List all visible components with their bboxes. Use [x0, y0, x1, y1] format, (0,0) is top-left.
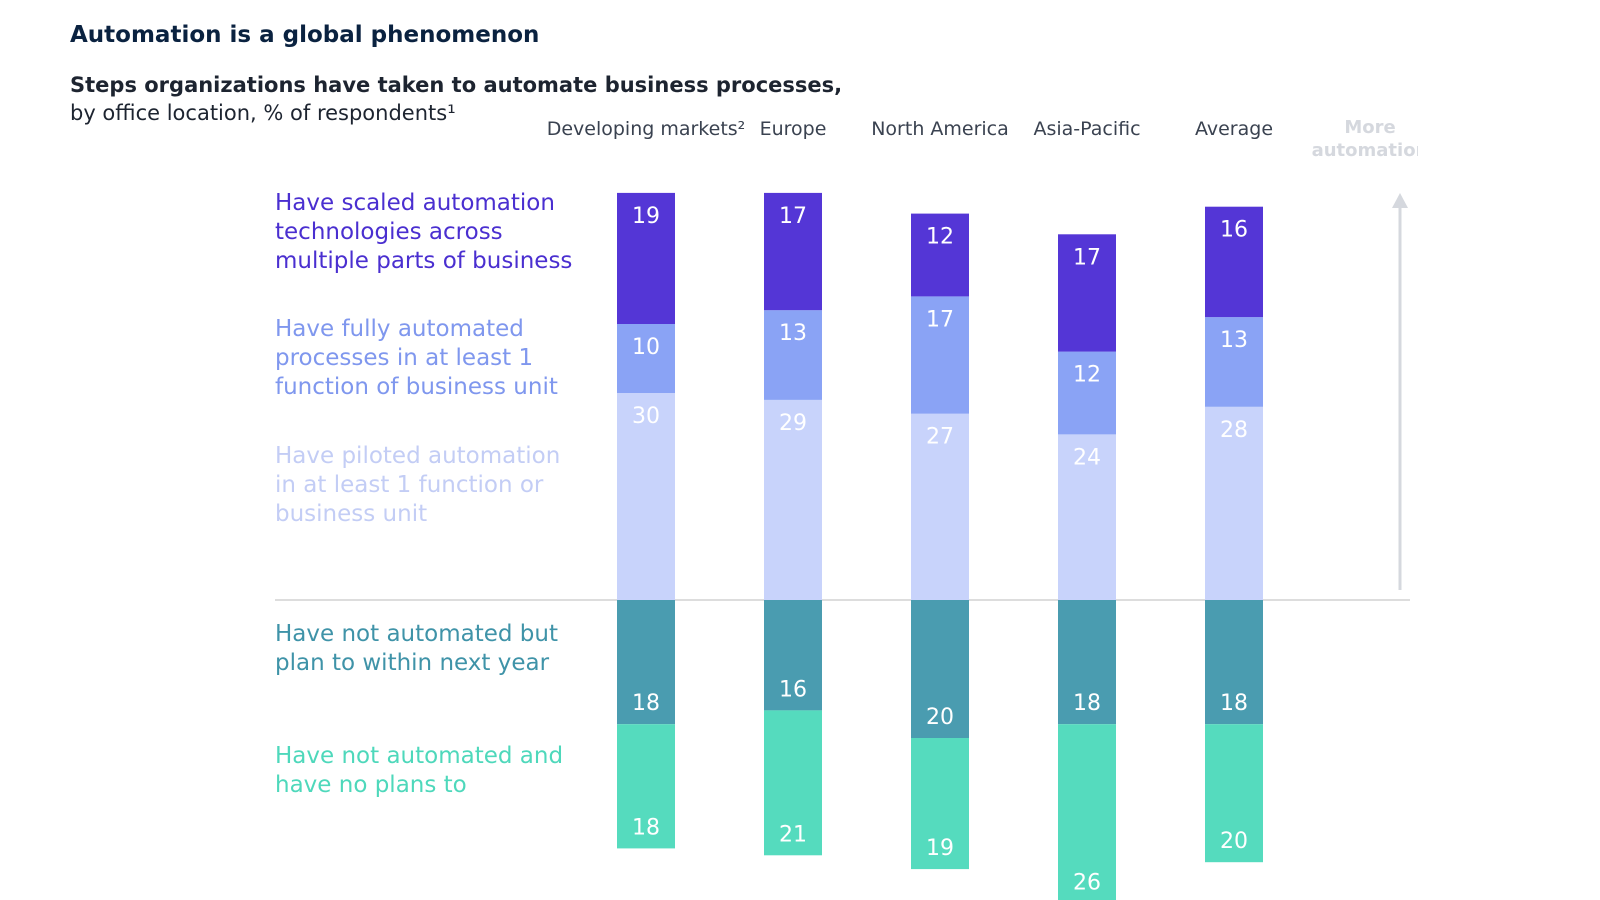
- value-label-fully-north-america: 17: [926, 307, 954, 332]
- value-label-piloted-europe: 29: [779, 411, 807, 436]
- value-label-scaled-developing-markets: 19: [632, 204, 660, 229]
- value-label-plan-asia-pacific: 18: [1073, 691, 1101, 716]
- value-label-piloted-asia-pacific: 24: [1073, 445, 1101, 470]
- bar-plan-north-america: [911, 600, 969, 738]
- bar-scaled-europe: [764, 192, 822, 311]
- value-label-fully-developing-markets: 10: [632, 335, 660, 360]
- value-label-piloted-average: 28: [1220, 418, 1248, 443]
- value-label-noplans-average: 20: [1220, 829, 1248, 854]
- value-label-plan-north-america: 20: [926, 705, 954, 730]
- bar-plan-developing-markets: [617, 600, 675, 725]
- bar-piloted-developing-markets: [617, 393, 675, 600]
- value-label-plan-average: 18: [1220, 691, 1248, 716]
- bar-scaled-north-america: [911, 213, 969, 297]
- bar-scaled-average: [1205, 206, 1263, 318]
- series-label-scaled: Have scaled automation technologies acros…: [275, 190, 572, 274]
- value-label-fully-asia-pacific: 12: [1073, 363, 1101, 388]
- value-label-noplans-asia-pacific: 26: [1073, 871, 1101, 896]
- bar-fully-north-america: [911, 296, 969, 414]
- value-label-scaled-asia-pacific: 17: [1073, 245, 1101, 270]
- series-label-plan: Have not automated but plan to within nex…: [275, 621, 558, 676]
- value-label-fully-europe: 13: [779, 321, 807, 346]
- bar-fully-average: [1205, 317, 1263, 407]
- value-label-piloted-developing-markets: 30: [632, 404, 660, 429]
- value-label-noplans-developing-markets: 18: [632, 815, 660, 840]
- value-label-piloted-north-america: 27: [926, 425, 954, 450]
- more-automation-text: More automation: [1312, 117, 1429, 161]
- chart-subtitle: Steps organizations have taken to automa…: [70, 71, 842, 127]
- bar-piloted-europe: [764, 399, 822, 600]
- bar-fully-europe: [764, 310, 822, 400]
- bar-fully-developing-markets: [617, 324, 675, 393]
- chart-title: Automation is a global phenomenon: [70, 22, 540, 48]
- bar-plan-average: [1205, 600, 1263, 725]
- value-label-plan-europe: 16: [779, 677, 807, 702]
- subtitle-line-2: by office location, % of respondents¹: [70, 101, 456, 125]
- subtitle-line-1: Steps organizations have taken to automa…: [70, 73, 843, 97]
- value-label-scaled-north-america: 12: [926, 225, 954, 250]
- category-label-developing-markets: Developing markets²: [547, 118, 746, 140]
- value-label-scaled-average: 16: [1220, 218, 1248, 243]
- bar-scaled-developing-markets: [617, 192, 675, 324]
- value-label-fully-average: 13: [1220, 328, 1248, 353]
- value-label-noplans-europe: 21: [779, 822, 807, 847]
- bar-fully-asia-pacific: [1058, 351, 1116, 435]
- bar-noplans-north-america: [911, 738, 969, 870]
- bar-noplans-asia-pacific: [1058, 724, 1116, 900]
- series-label-fully: Have fully automated processes in at leas…: [275, 316, 558, 400]
- bar-piloted-average: [1205, 406, 1263, 600]
- category-label-average: Average: [1195, 118, 1273, 140]
- arrow-up-icon: [1392, 193, 1408, 208]
- category-label-north-america: North America: [871, 118, 1009, 140]
- bar-plan-europe: [764, 600, 822, 711]
- bar-piloted-asia-pacific: [1058, 434, 1116, 600]
- bar-scaled-asia-pacific: [1058, 234, 1116, 352]
- category-label-asia-pacific: Asia-Pacific: [1033, 118, 1140, 140]
- bar-piloted-north-america: [911, 413, 969, 600]
- bar-noplans-average: [1205, 724, 1263, 863]
- value-label-scaled-europe: 17: [779, 204, 807, 229]
- bar-noplans-europe: [764, 710, 822, 856]
- category-label-europe: Europe: [760, 118, 827, 140]
- bar-noplans-developing-markets: [617, 724, 675, 849]
- value-label-noplans-north-america: 19: [926, 836, 954, 861]
- value-label-plan-developing-markets: 18: [632, 691, 660, 716]
- bar-plan-asia-pacific: [1058, 600, 1116, 725]
- series-label-noplans: Have not automated and have no plans to: [275, 743, 563, 798]
- series-label-piloted: Have piloted automation in at least 1 fun…: [275, 443, 560, 527]
- more-automation-label: More automation: [1312, 117, 1429, 161]
